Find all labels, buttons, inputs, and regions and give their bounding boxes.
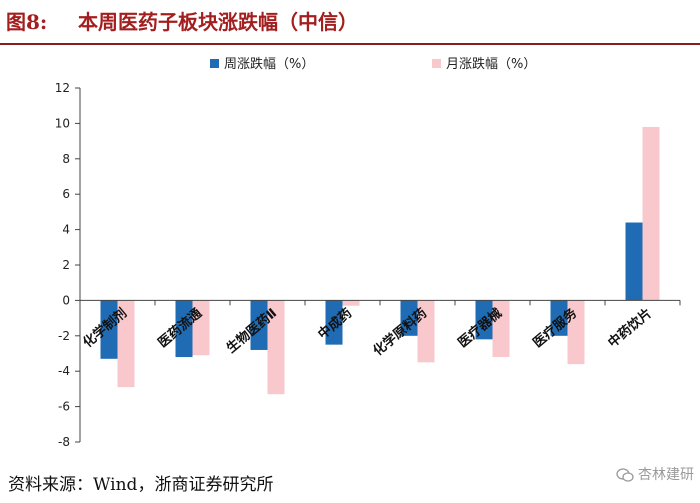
figure-title-text: 本周医药子板块涨跌幅（中信） [78,10,358,34]
wechat-icon [616,468,634,482]
watermark-text: 杏林建研 [638,467,694,483]
legend-swatch-weekly [210,59,219,68]
weekly-bar [250,300,268,350]
monthly-bar [492,300,510,358]
y-tick-label: 0 [62,293,70,307]
bar-series [100,126,660,395]
y-tick-label: -2 [58,329,70,343]
y-tick-label: -8 [58,435,70,449]
y-tick-label: 8 [62,152,70,166]
category-label: 中药饮片 [605,305,655,351]
monthly-bar [117,300,135,388]
legend-swatch-monthly [432,59,441,68]
weekly-bar [400,300,418,336]
monthly-bar [642,126,660,301]
legend-label-weekly: 周涨跌幅（%） [224,56,314,72]
legend-label-monthly: 月涨跌幅（%） [446,56,536,72]
y-tick-label: -6 [58,400,70,414]
source-note: 资料来源：Wind，浙商证券研究所 [8,475,274,495]
monthly-bar [417,300,435,363]
y-tick-label: 4 [62,223,70,237]
monthly-bar [342,300,360,306]
y-axis: -8 -6 -4 -2 0 2 4 6 8 10 12 [55,81,81,449]
weekly-bar [175,300,193,358]
y-tick-label: 2 [62,258,70,272]
figure-title: 图8: 本周医药子板块涨跌幅（中信） [6,4,694,40]
weekly-bar [325,300,343,345]
y-tick-label: 6 [62,187,70,201]
monthly-bar [192,300,210,356]
weekly-bar [625,222,643,301]
weekly-bar [100,300,118,359]
watermark: 杏林建研 [616,462,694,488]
y-tick-label: 12 [55,81,70,95]
figure-number: 图8: [6,10,48,34]
title-divider [0,43,700,45]
y-tick-label: -4 [58,364,70,378]
monthly-bar [267,300,285,395]
chart-legend: 周涨跌幅（%） 月涨跌幅（%） [210,56,536,72]
monthly-bar [567,300,585,365]
weekly-bar [475,300,493,340]
weekly-bar [550,300,568,336]
zero-axis [79,299,681,306]
y-tick-label: 10 [55,116,70,130]
